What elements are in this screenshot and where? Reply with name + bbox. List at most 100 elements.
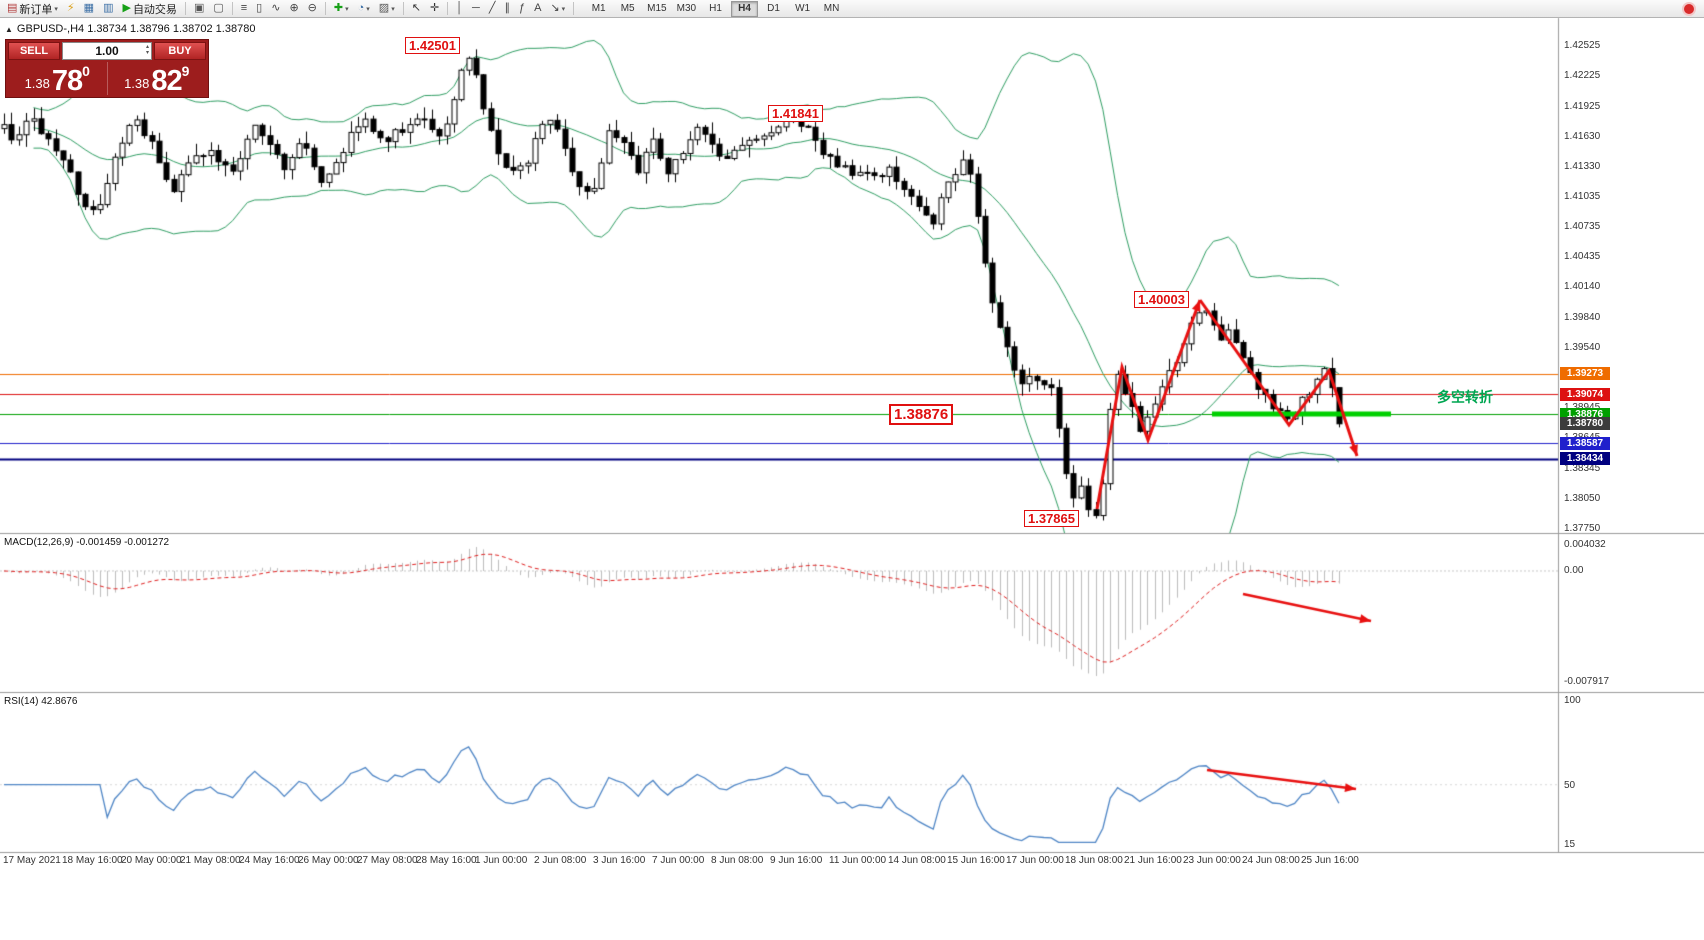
text-label-icon[interactable]: A: [534, 2, 542, 14]
price-annotation[interactable]: 1.42501: [405, 37, 460, 54]
time-axis-label: 21 May 08:00: [180, 855, 241, 866]
toolbar-separator: [447, 2, 449, 15]
time-axis-label: 17 May 2021: [3, 855, 61, 866]
timeframe-w1[interactable]: W1: [795, 3, 811, 14]
price-annotation[interactable]: 1.38876: [889, 404, 954, 425]
price-axis-tick: 1.41035: [1564, 190, 1601, 202]
time-axis-label: 1 Jun 00:00: [475, 855, 528, 866]
timeframe-d1[interactable]: D1: [767, 3, 780, 14]
time-axis-label: 18 Jun 08:00: [1065, 855, 1123, 866]
arrows-tool-icon[interactable]: ↘ ▾: [550, 2, 566, 14]
timeframe-m15[interactable]: M15: [647, 3, 667, 14]
buy-price[interactable]: 1.38 82 9: [106, 62, 207, 96]
cascade-windows-icon[interactable]: ▢: [213, 2, 224, 14]
price-axis-tick: 1.39540: [1564, 341, 1601, 353]
sell-price-pips: 78: [51, 65, 83, 97]
volume-down-icon[interactable]: ▾: [145, 50, 149, 56]
trend-note-text[interactable]: 多空转折: [1437, 389, 1493, 405]
price-axis-tag: 1.38780: [1560, 417, 1610, 431]
cursor-icon[interactable]: ↖: [411, 2, 421, 14]
timeframe-h4[interactable]: H4: [731, 0, 759, 17]
rsi-indicator-label: RSI(14) 42.8676: [4, 696, 78, 707]
macd-axis-zero: 0.00: [1564, 564, 1584, 576]
templates-icon[interactable]: ▨ ▾: [378, 2, 395, 14]
price-axis-tick: 1.38345: [1564, 462, 1601, 474]
price-axis-tag: 1.39273: [1560, 367, 1610, 381]
equidistant-channel-icon[interactable]: ∥: [504, 2, 510, 14]
tile-windows-icon[interactable]: ▣: [193, 2, 205, 14]
main-toolbar: ▤ 新订单 ▾ ⚡ ▦ ▥ ▶ 自动交易 ▣ ▢ ≡ ▯ ∿ ⊕ ⊖ ✚ ▾ ◔ ▾ ▨ ▾ ↖ ✛ │ ─ ╱ ∥ ƒ A ↘ ▾ M1 M5…: [0, 0, 1704, 18]
sell-price-figure: 1.38: [24, 76, 50, 91]
price-axis-tick: 1.42225: [1564, 70, 1601, 82]
time-axis-label: 14 Jun 08:00: [888, 855, 946, 866]
time-axis-label: 2 Jun 08:00: [534, 855, 587, 866]
new-order-icon[interactable]: ▤ 新订单 ▾: [7, 2, 58, 16]
sell-price-point: 0: [82, 63, 90, 79]
chart-ohlc-header: ▲ GBPUSD-,H4 1.38734 1.38796 1.38702 1.38…: [5, 23, 255, 35]
one-click-collapse-icon[interactable]: ▲: [5, 25, 13, 34]
rsi-axis-level: 15: [1564, 839, 1576, 850]
price-axis-tag: 1.38434: [1560, 452, 1610, 466]
price-axis-tick: 1.42525: [1564, 40, 1601, 51]
price-axis-tick: 1.41330: [1564, 160, 1601, 172]
notification-icon[interactable]: [1682, 1, 1696, 16]
toolbar-separator: [324, 2, 326, 15]
crosshair-icon[interactable]: ✛: [429, 2, 440, 14]
volume-value[interactable]: 1.00: [95, 44, 119, 58]
price-annotation[interactable]: 1.41841: [768, 105, 823, 122]
vertical-line-icon[interactable]: │: [456, 2, 464, 14]
volume-stepper[interactable]: 1.00 ▴ ▾: [62, 42, 152, 60]
horizontal-line-icon[interactable]: ─: [472, 2, 480, 14]
candlestick-chart-icon[interactable]: ▯: [256, 2, 263, 14]
indicators-icon[interactable]: ✚ ▾: [333, 2, 349, 14]
bar-chart-icon[interactable]: ≡: [240, 2, 248, 14]
time-axis-label: 11 Jun 00:00: [829, 855, 887, 866]
time-axis-label: 21 Jun 16:00: [1124, 855, 1182, 866]
price-axis-tick: 1.41630: [1564, 130, 1601, 142]
zoom-out-icon[interactable]: ⊖: [307, 2, 317, 14]
timeframe-m1[interactable]: M1: [591, 3, 606, 14]
price-axis-tag: 1.38587: [1560, 436, 1610, 450]
time-axis-label: 9 Jun 16:00: [770, 855, 823, 866]
chart-profile-icon[interactable]: ▦: [83, 2, 95, 14]
macd-indicator-label: MACD(12,26,9) -0.001459 -0.001272: [4, 537, 170, 548]
rsi-axis-level: 50: [1564, 779, 1576, 791]
price-annotation[interactable]: 1.37865: [1024, 510, 1079, 527]
lightning-icon[interactable]: ⚡: [66, 2, 75, 14]
toolbar-separator: [402, 2, 404, 15]
trendline-icon[interactable]: ╱: [488, 2, 496, 14]
time-axis-label: 3 Jun 16:00: [593, 855, 646, 866]
volume-spinner[interactable]: ▴ ▾: [146, 44, 149, 56]
timeframe-m5[interactable]: M5: [620, 3, 635, 14]
timeframe-toolbar: M1 M5 M15 M30 H1 H4 D1 W1 MN: [584, 0, 846, 17]
fibonacci-icon[interactable]: ƒ: [518, 2, 526, 14]
price-axis-tick: 1.40435: [1564, 251, 1601, 263]
toolbar-separator: [573, 2, 575, 15]
time-axis-label: 20 May 00:00: [121, 855, 182, 866]
autotrade-icon[interactable]: ▶ 自动交易: [122, 2, 177, 16]
buy-button[interactable]: BUY: [154, 42, 206, 60]
price-axis-tick: 1.38050: [1564, 492, 1601, 504]
time-axis-label: 27 May 08:00: [357, 855, 418, 866]
sell-price[interactable]: 1.38 78 0: [8, 62, 107, 97]
volume-up-icon[interactable]: ▴: [145, 44, 149, 50]
zoom-in-icon[interactable]: ⊕: [289, 2, 299, 14]
market-watch-icon[interactable]: ▥: [103, 2, 114, 14]
buy-price-figure: 1.38: [124, 76, 150, 91]
time-axis-label: 25 Jun 16:00: [1301, 855, 1359, 866]
rsi-axis-level: 100: [1564, 695, 1581, 706]
timeframe-mn[interactable]: MN: [823, 3, 840, 14]
price-annotation[interactable]: 1.40003: [1134, 291, 1189, 308]
time-axis-label: 18 May 16:00: [62, 855, 123, 866]
periods-icon[interactable]: ◔ ▾: [357, 2, 370, 14]
timeframe-h1[interactable]: H1: [709, 3, 722, 14]
toolbar-separator: [184, 2, 186, 15]
time-axis-label: 7 Jun 00:00: [652, 855, 705, 866]
sell-button[interactable]: SELL: [8, 42, 60, 60]
one-click-prices: 1.38 78 0 1.38 82 9: [8, 62, 207, 97]
ohlc-text: GBPUSD-,H4 1.38734 1.38796 1.38702 1.387…: [16, 23, 256, 35]
line-chart-icon[interactable]: ∿: [271, 2, 281, 14]
timeframe-m30[interactable]: M30: [676, 3, 697, 14]
